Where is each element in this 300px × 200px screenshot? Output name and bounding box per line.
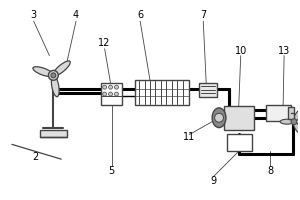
Circle shape (51, 73, 56, 78)
Text: 2: 2 (32, 152, 39, 162)
Circle shape (214, 113, 224, 122)
Bar (227, 134, 252, 151)
Text: 9: 9 (210, 176, 216, 186)
Text: 10: 10 (235, 46, 247, 56)
Text: 3: 3 (31, 10, 37, 20)
Text: 13: 13 (278, 46, 290, 56)
Circle shape (115, 85, 119, 89)
Ellipse shape (53, 61, 70, 76)
Bar (135, 80, 189, 105)
Circle shape (103, 92, 106, 96)
Circle shape (291, 119, 297, 125)
Bar (266, 105, 291, 121)
Ellipse shape (293, 122, 300, 134)
Ellipse shape (51, 75, 59, 97)
Circle shape (103, 85, 106, 89)
Text: 12: 12 (98, 38, 111, 48)
Ellipse shape (212, 108, 226, 128)
Ellipse shape (33, 67, 53, 77)
Text: 8: 8 (267, 166, 273, 176)
Circle shape (109, 92, 112, 96)
Circle shape (115, 92, 119, 96)
Text: 4: 4 (73, 10, 79, 20)
Text: 5: 5 (108, 166, 115, 176)
Bar (288, 107, 294, 119)
Bar (101, 83, 122, 105)
Text: 6: 6 (137, 10, 143, 20)
Bar (224, 106, 254, 130)
Circle shape (48, 70, 58, 80)
Text: 11: 11 (183, 132, 196, 142)
Ellipse shape (293, 110, 300, 122)
Text: 7: 7 (200, 10, 206, 20)
Bar (40, 130, 67, 137)
Bar (199, 83, 217, 97)
Ellipse shape (280, 119, 294, 124)
Circle shape (109, 85, 112, 89)
